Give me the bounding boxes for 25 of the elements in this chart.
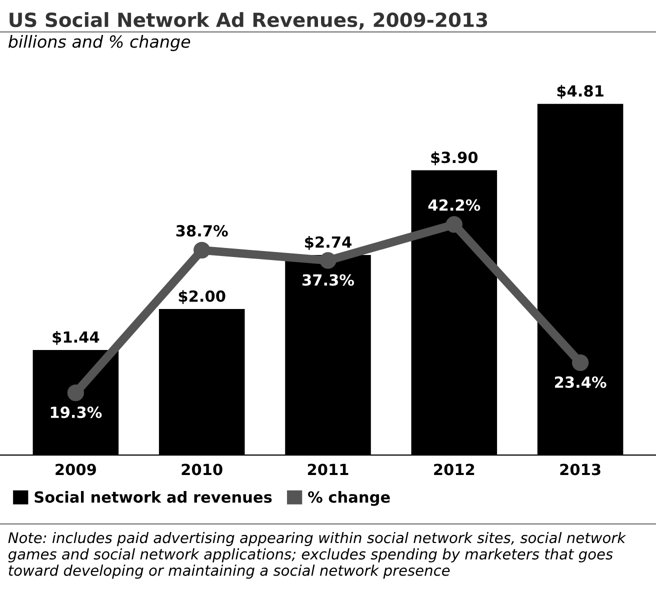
data-label: 42.2% [428, 199, 480, 211]
data-label: $2.00 [178, 290, 226, 304]
chart-subtitle: billions and % change [8, 34, 190, 52]
point [320, 252, 336, 269]
x-tick-label: 2010 [182, 464, 222, 476]
data-label: $3.90 [431, 151, 478, 166]
point [194, 242, 210, 259]
text: Note: includes paid advertising appearing within social network sites, social network games and social network applications; excludes spending by marketers that goes toward developing or maintaining a social network presence [8, 532, 626, 579]
point [67, 384, 84, 402]
chart-title: US Social Network Ad Revenues, 2009-2013 [10, 12, 488, 30]
x-tick-label: 2009 [56, 464, 96, 476]
point [446, 216, 462, 233]
data-label: 23.4% [555, 376, 606, 388]
data-label: $4.81 [557, 84, 604, 99]
data-label: $1.44 [52, 330, 100, 345]
x-tick-label: 2011 [308, 464, 348, 476]
data-label: 19.3% [50, 406, 102, 418]
point [572, 354, 589, 372]
data-label: $2.74 [305, 236, 352, 250]
x-tick-label: 2013 [560, 464, 600, 476]
data-label: 38.7% [176, 225, 228, 237]
x-tick-label: 2012 [434, 464, 474, 476]
data-label: 37.3% [302, 274, 354, 286]
legend-label: % change [308, 491, 390, 506]
legend-label: Social network ad revenues [34, 491, 272, 503]
